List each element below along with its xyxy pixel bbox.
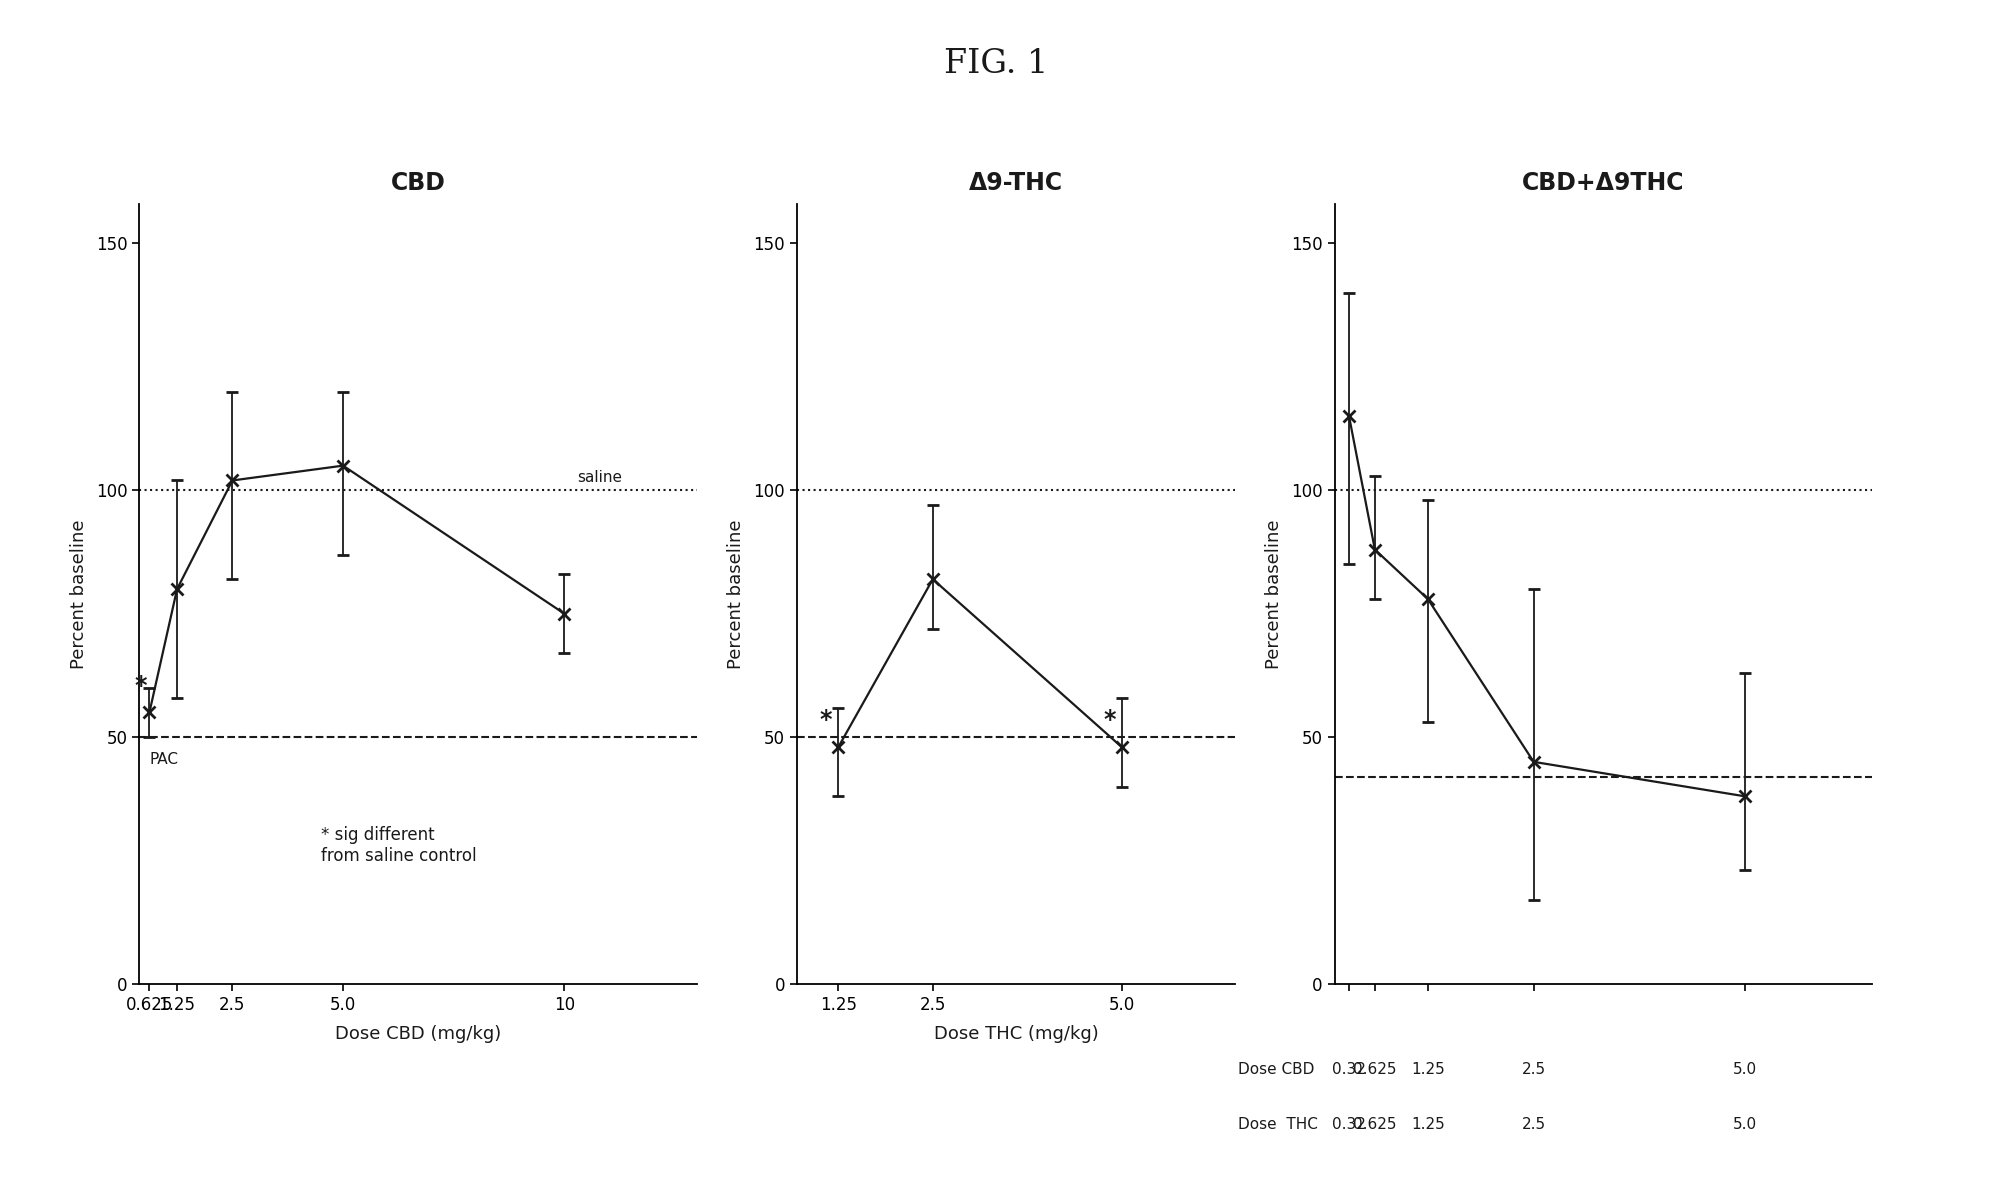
Y-axis label: Percent baseline: Percent baseline xyxy=(1265,520,1283,668)
Y-axis label: Percent baseline: Percent baseline xyxy=(70,520,88,668)
Text: Dose CBD: Dose CBD xyxy=(1237,1062,1315,1078)
Text: 5.0: 5.0 xyxy=(1733,1062,1757,1078)
Title: CBD+Δ9THC: CBD+Δ9THC xyxy=(1522,172,1685,196)
Text: Dose  THC: Dose THC xyxy=(1237,1116,1317,1132)
Title: Δ9-THC: Δ9-THC xyxy=(968,172,1064,196)
Text: * sig different
from saline control: * sig different from saline control xyxy=(321,827,476,865)
Text: *: * xyxy=(821,708,833,732)
Text: 1.25: 1.25 xyxy=(1410,1062,1444,1078)
Text: 5.0: 5.0 xyxy=(1733,1116,1757,1132)
Text: *: * xyxy=(135,673,147,697)
Title: CBD: CBD xyxy=(390,172,446,196)
Y-axis label: Percent baseline: Percent baseline xyxy=(727,520,745,668)
Text: saline: saline xyxy=(578,470,623,485)
Text: 2.5: 2.5 xyxy=(1522,1116,1546,1132)
Text: FIG. 1: FIG. 1 xyxy=(944,48,1048,80)
Text: PAC: PAC xyxy=(149,752,179,767)
Text: 1.25: 1.25 xyxy=(1410,1116,1444,1132)
Text: 2.5: 2.5 xyxy=(1522,1062,1546,1078)
Text: *: * xyxy=(1104,708,1116,732)
X-axis label: Dose THC (mg/kg): Dose THC (mg/kg) xyxy=(934,1025,1098,1043)
Text: 0.625: 0.625 xyxy=(1353,1062,1396,1078)
Text: 0.625: 0.625 xyxy=(1353,1116,1396,1132)
Text: 0.32: 0.32 xyxy=(1333,1116,1367,1132)
X-axis label: Dose CBD (mg/kg): Dose CBD (mg/kg) xyxy=(335,1025,502,1043)
Text: 0.32: 0.32 xyxy=(1333,1062,1367,1078)
